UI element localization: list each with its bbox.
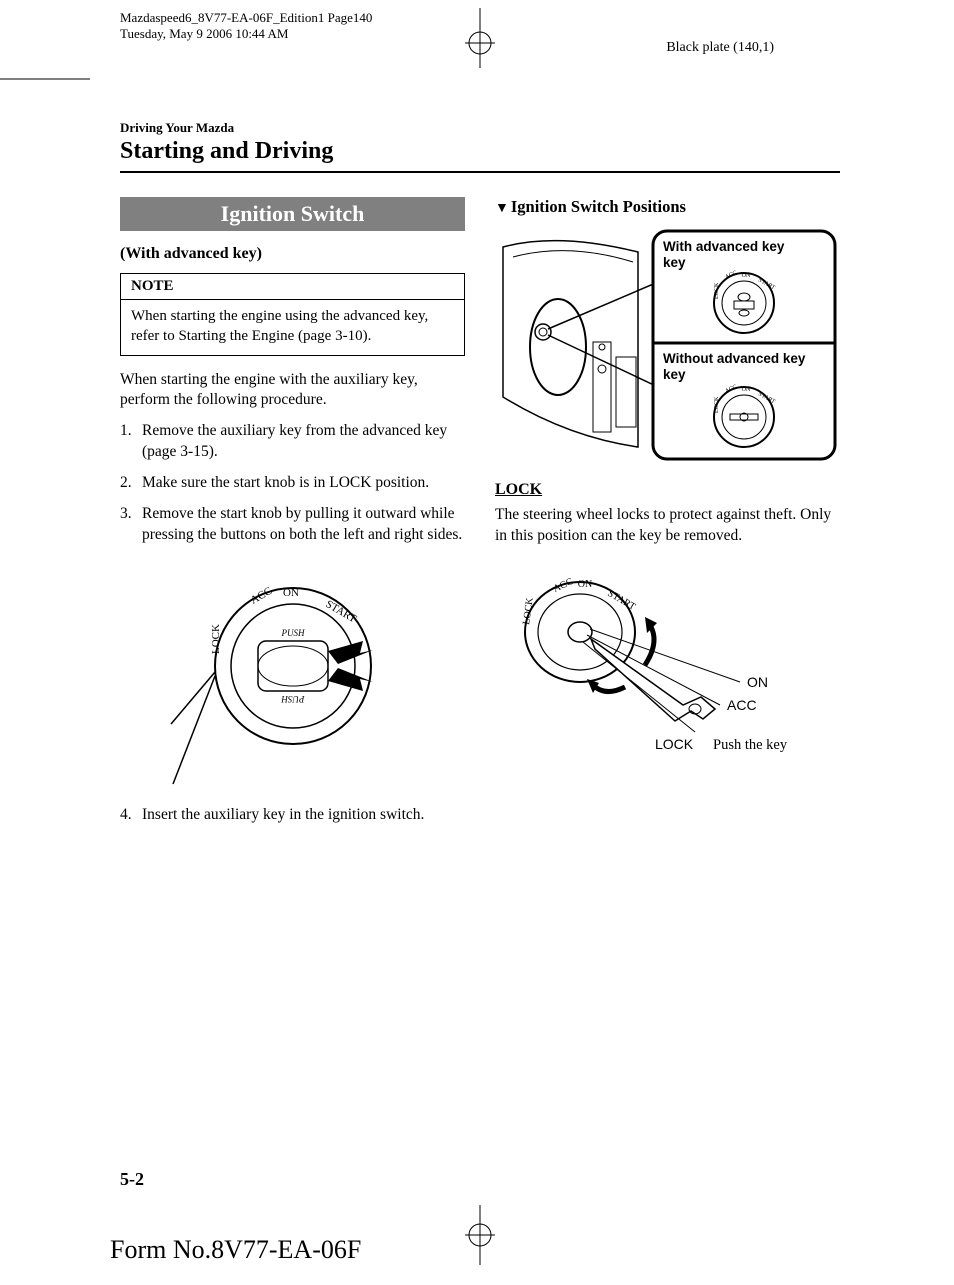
positions-heading-text: Ignition Switch Positions xyxy=(511,197,686,216)
svg-text:Without advanced key: Without advanced key xyxy=(663,351,806,366)
page-title: Starting and Driving xyxy=(120,138,840,165)
triangle-icon: ▼ xyxy=(495,201,509,216)
intro-paragraph: When starting the engine with the auxili… xyxy=(120,370,465,412)
form-number: Form No.8V77-EA-06F xyxy=(110,1235,361,1265)
steps-list-cont: Insert the auxiliary key in the ignition… xyxy=(120,805,465,826)
svg-text:ON: ON xyxy=(741,387,750,393)
page-number: 5-2 xyxy=(120,1169,144,1190)
svg-text:key: key xyxy=(663,255,686,270)
crop-mark-left xyxy=(0,75,90,83)
svg-text:ACC: ACC xyxy=(727,697,757,713)
lock-paragraph: The steering wheel locks to protect agai… xyxy=(495,505,840,547)
step-3: Remove the start knob by pulling it outw… xyxy=(120,504,465,546)
svg-text:LOCK: LOCK xyxy=(210,624,222,654)
note-label: NOTE xyxy=(121,274,464,300)
print-header-line2: Tuesday, May 9 2006 10:44 AM xyxy=(120,26,372,42)
svg-text:PUSH: PUSH xyxy=(281,694,305,704)
left-column: Ignition Switch (With advanced key) NOTE… xyxy=(120,197,465,836)
print-header-line1: Mazdaspeed6_8V77-EA-06F_Edition1 Page140 xyxy=(120,10,372,26)
svg-text:PUSH: PUSH xyxy=(280,628,304,638)
black-plate-label: Black plate (140,1) xyxy=(666,40,774,56)
topic-heading: Ignition Switch xyxy=(120,197,465,231)
svg-text:ON: ON xyxy=(578,579,592,590)
breadcrumb: Driving Your Mazda xyxy=(120,120,840,136)
crop-mark-bottom xyxy=(440,1205,520,1265)
right-column: ▼Ignition Switch Positions xyxy=(495,197,840,836)
crop-mark-top xyxy=(440,8,520,68)
positions-heading: ▼Ignition Switch Positions xyxy=(495,197,840,217)
svg-text:Push the key: Push the key xyxy=(713,737,788,753)
steps-list: Remove the auxiliary key from the advanc… xyxy=(120,421,465,546)
svg-text:ON: ON xyxy=(747,674,768,690)
title-rule xyxy=(120,171,840,173)
svg-text:LOCK: LOCK xyxy=(714,282,720,299)
note-box: NOTE When starting the engine using the … xyxy=(120,273,465,356)
lock-heading: LOCK xyxy=(495,481,840,499)
step-2: Make sure the start knob is in LOCK posi… xyxy=(120,473,465,494)
step-1: Remove the auxiliary key from the advanc… xyxy=(120,421,465,463)
figure-key-push: ACC ON START LOCK xyxy=(495,557,840,792)
svg-text:LOCK: LOCK xyxy=(655,736,694,752)
svg-text:With advanced key: With advanced key xyxy=(663,239,785,254)
step-4: Insert the auxiliary key in the ignition… xyxy=(120,805,465,826)
svg-text:LOCK: LOCK xyxy=(714,396,720,413)
figure-start-knob: PUSH PUSH ACC ON START LOCK xyxy=(120,556,465,791)
svg-text:ON: ON xyxy=(741,273,750,279)
print-header: Mazdaspeed6_8V77-EA-06F_Edition1 Page140… xyxy=(120,10,372,42)
svg-text:key: key xyxy=(663,367,686,382)
note-body: When starting the engine using the advan… xyxy=(121,300,464,355)
figure-positions-dash: With advanced key key ACC ON START LOCK … xyxy=(495,227,840,467)
with-advanced-key: (With advanced key) xyxy=(120,245,465,263)
svg-text:ON: ON xyxy=(283,587,299,599)
